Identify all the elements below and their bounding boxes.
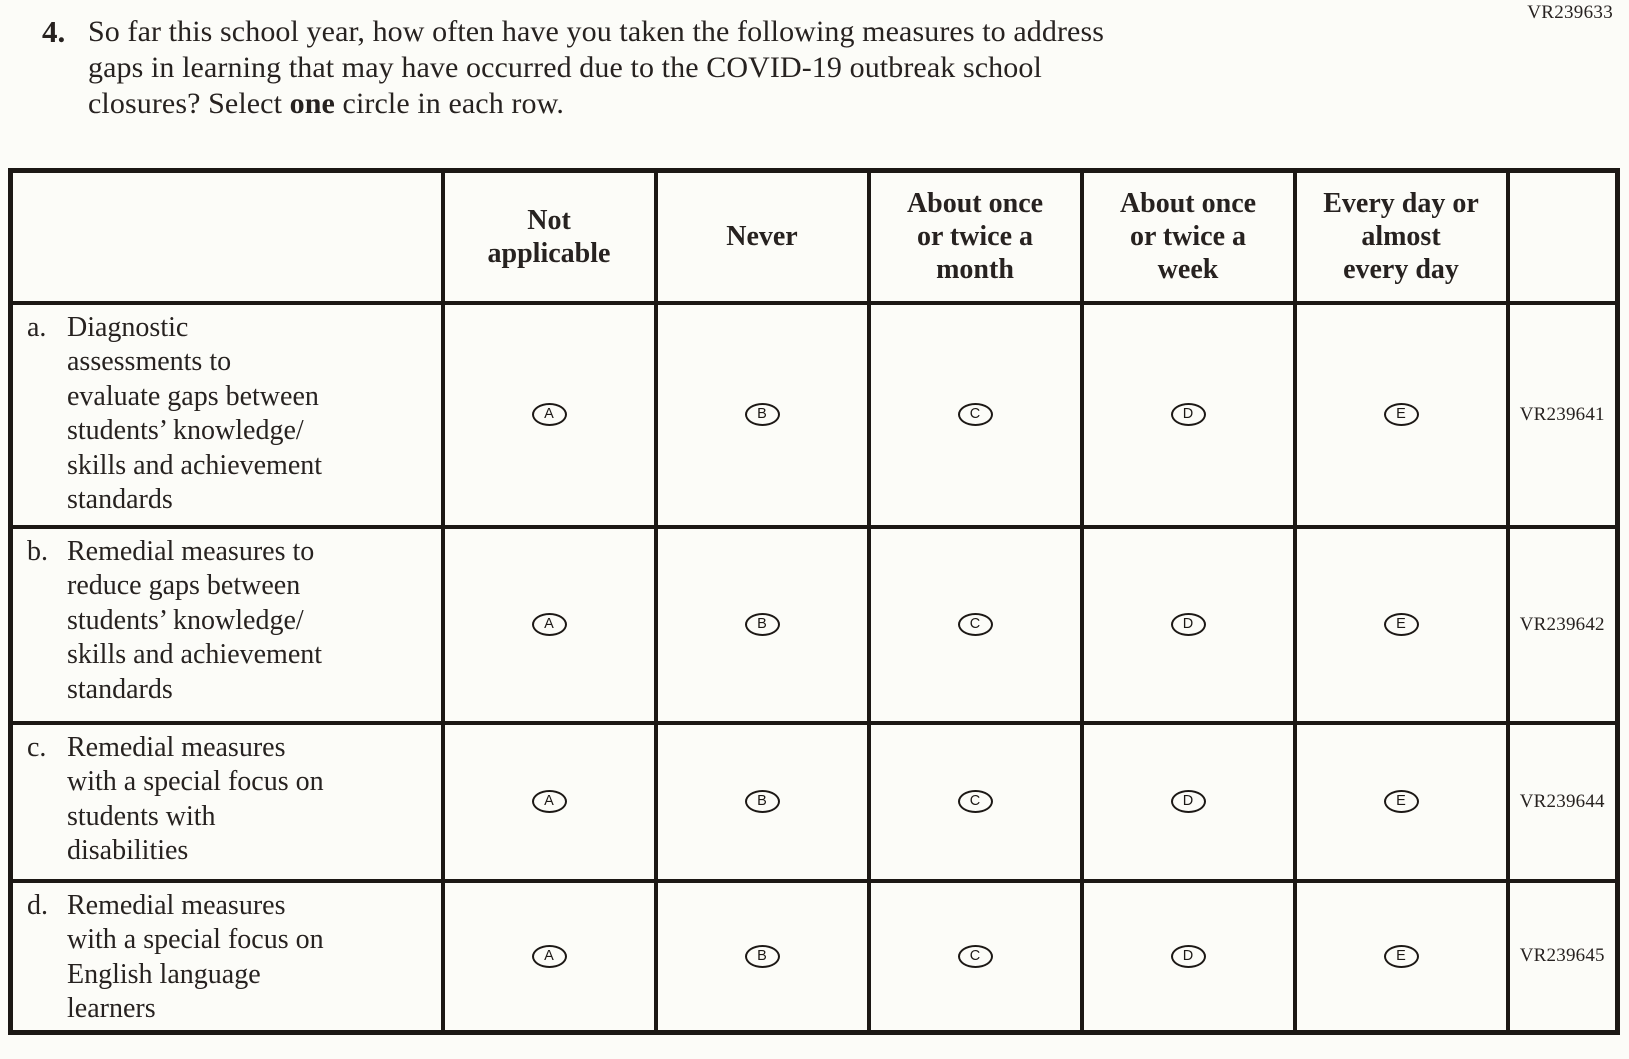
header-row: Not applicable Never About once or twice… [8, 168, 1620, 305]
bubble-a-E[interactable]: E [1383, 403, 1419, 426]
row-a-option-not-applicable[interactable]: A [440, 300, 658, 529]
row-a-label-cell: a. Diagnostic assessments to evaluate ga… [8, 300, 445, 529]
question-line-3-suffix: circle in each row. [334, 87, 565, 120]
bubble-c-C[interactable]: C [957, 790, 993, 813]
question-line-1: So far this school year, how often have … [88, 15, 1105, 48]
row-c-option-once-twice-week[interactable]: D [1079, 720, 1297, 883]
question-line-2: gaps in learning that may have occurred … [88, 51, 1042, 84]
bubble-b-C[interactable]: C [957, 613, 993, 636]
form-code-top: VR239633 [1527, 2, 1613, 23]
bubble-c-B[interactable]: B [744, 790, 780, 813]
question-line-3-prefix: closures? Select [88, 87, 290, 120]
row-c-vr-code: VR239644 [1505, 720, 1620, 883]
row-d-option-once-twice-month[interactable]: C [866, 878, 1084, 1035]
response-matrix-table: Not applicable Never About once or twice… [8, 168, 1620, 1035]
table-row-c: c. Remedial measures with a special focu… [8, 720, 1620, 883]
bubble-b-B[interactable]: B [744, 613, 780, 636]
row-c-option-never[interactable]: B [653, 720, 871, 883]
row-a-option-once-twice-month[interactable]: C [866, 300, 1084, 529]
question-line-3-bold: one [289, 87, 335, 120]
question-line-3: closures? Select one circle in each row. [88, 86, 1104, 122]
row-a-vr-code: VR239641 [1505, 300, 1620, 529]
row-d-label: Remedial measures with a special focus o… [67, 889, 324, 1025]
header-once-twice-week: About once or twice a week [1079, 168, 1297, 305]
row-b-label: Remedial measures to reduce gaps between… [67, 535, 323, 705]
header-blank [8, 168, 445, 305]
bubble-c-D[interactable]: D [1170, 790, 1206, 813]
row-b-option-once-twice-week[interactable]: D [1079, 524, 1297, 725]
row-b-option-every-day[interactable]: E [1292, 524, 1510, 725]
question-block: 4. So far this school year, how often ha… [42, 14, 1104, 122]
bubble-d-B[interactable]: B [744, 944, 780, 968]
table-row-b: b. Remedial measures to reduce gaps betw… [8, 524, 1620, 725]
bubble-d-C[interactable]: C [957, 944, 993, 968]
row-c-prefix: c. [27, 731, 47, 763]
row-d-option-once-twice-week[interactable]: D [1079, 878, 1297, 1035]
bubble-a-C[interactable]: C [957, 403, 993, 426]
header-once-twice-month: About once or twice a month [866, 168, 1084, 305]
bubble-c-E[interactable]: E [1383, 790, 1419, 813]
bubble-b-A[interactable]: A [531, 613, 567, 636]
bubble-d-A[interactable]: A [531, 944, 567, 968]
question-text: So far this school year, how often have … [88, 14, 1104, 122]
row-d-option-not-applicable[interactable]: A [440, 878, 658, 1035]
row-b-option-not-applicable[interactable]: A [440, 524, 658, 725]
bubble-c-A[interactable]: A [531, 790, 567, 813]
row-b-prefix: b. [27, 535, 48, 567]
row-b-label-cell: b. Remedial measures to reduce gaps betw… [8, 524, 445, 725]
bubble-d-D[interactable]: D [1170, 944, 1206, 968]
bubble-a-A[interactable]: A [531, 403, 567, 426]
header-never: Never [653, 168, 871, 305]
row-c-option-once-twice-month[interactable]: C [866, 720, 1084, 883]
bubble-b-E[interactable]: E [1383, 613, 1419, 636]
table-row-a: a. Diagnostic assessments to evaluate ga… [8, 300, 1620, 529]
row-a-option-every-day[interactable]: E [1292, 300, 1510, 529]
bubble-a-B[interactable]: B [744, 403, 780, 426]
row-c-option-every-day[interactable]: E [1292, 720, 1510, 883]
question-number: 4. [42, 14, 66, 49]
header-every-day: Every day or almost every day [1292, 168, 1510, 305]
row-c-label: Remedial measures with a special focus o… [67, 731, 324, 867]
row-d-option-never[interactable]: B [653, 878, 871, 1035]
row-d-label-cell: d. Remedial measures with a special focu… [8, 878, 445, 1035]
row-c-option-not-applicable[interactable]: A [440, 720, 658, 883]
bubble-a-D[interactable]: D [1170, 403, 1206, 426]
row-c-label-cell: c. Remedial measures with a special focu… [8, 720, 445, 883]
row-b-option-never[interactable]: B [653, 524, 871, 725]
row-a-prefix: a. [27, 311, 47, 343]
row-a-option-never[interactable]: B [653, 300, 871, 529]
row-d-prefix: d. [27, 889, 48, 921]
row-b-vr-code: VR239642 [1505, 524, 1620, 725]
bubble-d-E[interactable]: E [1383, 944, 1419, 968]
header-not-applicable: Not applicable [440, 168, 658, 305]
bubble-b-D[interactable]: D [1170, 613, 1206, 636]
row-b-option-once-twice-month[interactable]: C [866, 524, 1084, 725]
row-d-vr-code: VR239645 [1505, 878, 1620, 1035]
table-row-d: d. Remedial measures with a special focu… [8, 878, 1620, 1035]
row-d-option-every-day[interactable]: E [1292, 878, 1510, 1035]
row-a-option-once-twice-week[interactable]: D [1079, 300, 1297, 529]
header-code-blank [1505, 168, 1620, 305]
row-a-label: Diagnostic assessments to evaluate gaps … [67, 311, 323, 516]
